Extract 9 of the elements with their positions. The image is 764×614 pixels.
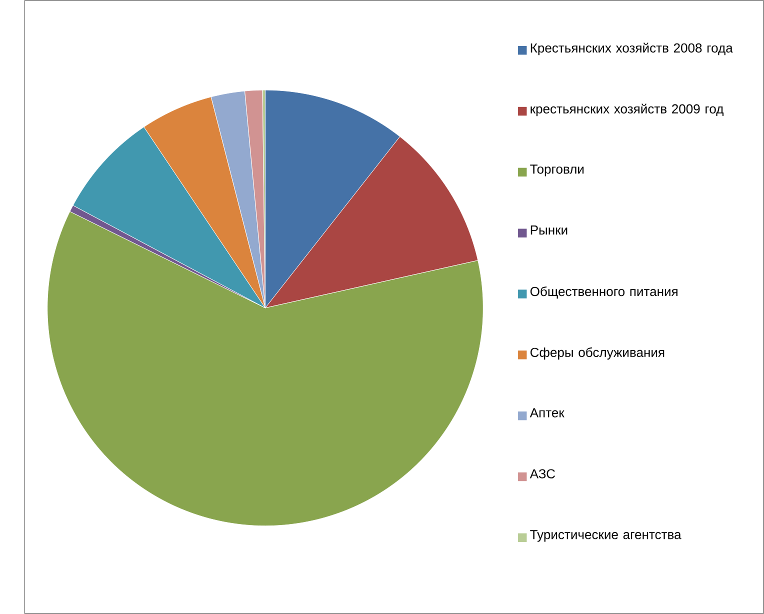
legend-label: Аптек (530, 408, 564, 418)
legend-label: Сферы обслуживания (530, 347, 664, 360)
legend-label: крестьянских хозяйств 2009 год (530, 104, 724, 116)
legend-label: Рынки (530, 226, 568, 235)
legend-label: Крестьянских хозяйств 2008 года (530, 42, 733, 56)
legend-label: АЗС (530, 469, 556, 478)
legend-label: Туристические агентства (530, 530, 682, 542)
legend-label: Торговли (530, 164, 584, 176)
legend-label: Общественного питания (530, 286, 678, 299)
